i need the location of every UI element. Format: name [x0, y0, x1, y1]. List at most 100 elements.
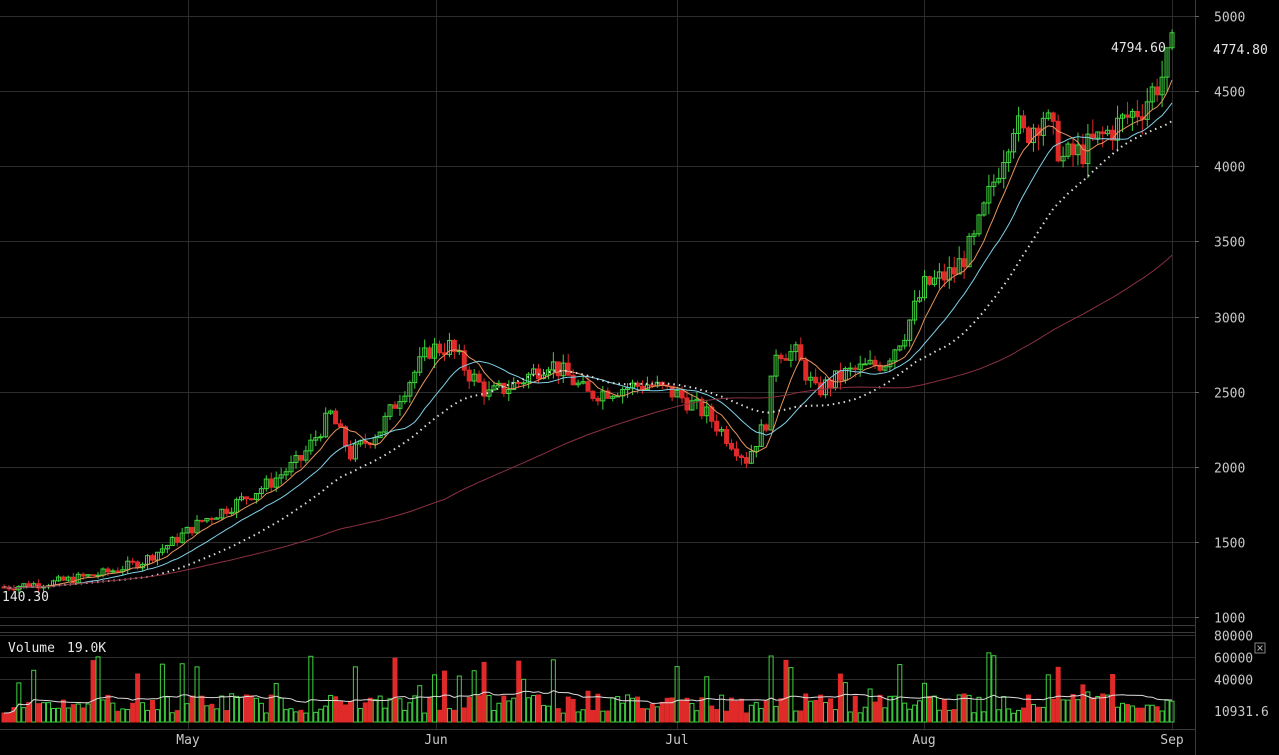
volume-bar	[1021, 707, 1027, 723]
volume-bar	[115, 710, 121, 723]
volume-bar	[1050, 698, 1056, 723]
candle-body	[758, 424, 764, 447]
candle-body	[1040, 117, 1046, 136]
volume-bar	[1090, 697, 1096, 723]
candle-body	[699, 398, 705, 417]
candle-body	[1134, 110, 1140, 118]
volume-bar	[971, 712, 977, 723]
volume-bar	[125, 708, 131, 723]
volume-bar	[590, 709, 596, 723]
volume-bar	[729, 697, 735, 723]
low-price-label: 140.30	[2, 590, 49, 605]
volume-bar	[1011, 712, 1017, 723]
ma-line-long	[3, 254, 1173, 590]
candle-body	[783, 358, 789, 361]
volume-bar	[169, 712, 175, 723]
candle-body	[531, 368, 537, 375]
volume-bar	[1159, 710, 1165, 723]
volume-bar	[140, 702, 146, 723]
candle-body	[526, 373, 532, 384]
volume-bar	[565, 696, 571, 723]
candle-body	[580, 381, 586, 384]
volume-bar	[570, 698, 576, 723]
volume-bar	[808, 700, 814, 723]
volume-bar	[773, 705, 779, 723]
price-panel[interactable]: 5000 4500 4000 3500 3000 2500 2000 1500 1000 May J…	[0, 0, 1245, 755]
ma-line-short	[3, 79, 1173, 590]
candle-body	[714, 420, 720, 432]
candle-body	[229, 511, 235, 514]
candle-body	[1045, 112, 1051, 119]
candle-body	[555, 361, 561, 377]
volume-bar	[219, 695, 225, 723]
candle-body	[392, 404, 398, 409]
ma-line-dotted	[3, 120, 1173, 590]
candle-body	[1149, 86, 1155, 103]
volume-bar	[55, 707, 61, 723]
volume-bar	[892, 695, 898, 723]
volume-bar	[16, 682, 22, 723]
candle-body	[278, 474, 284, 479]
candle-body	[1085, 133, 1091, 165]
volume-bar	[273, 683, 279, 723]
candle-body	[352, 443, 358, 460]
candle-body	[986, 185, 992, 204]
volume-bar	[1016, 709, 1022, 723]
volume-bar	[387, 698, 393, 723]
volume-bar	[377, 695, 383, 723]
candle-body	[169, 536, 175, 546]
volume-bar	[145, 709, 151, 723]
candle-body	[922, 276, 928, 299]
volume-bar	[60, 699, 66, 723]
price-tick-label: 1500	[1214, 537, 1245, 552]
volume-bar	[427, 696, 433, 723]
candle-body	[219, 508, 225, 519]
volume-bar	[798, 710, 804, 723]
volume-bar	[753, 702, 759, 723]
candle-body	[1124, 114, 1130, 118]
volume-bar	[70, 704, 76, 723]
volume-bar	[872, 701, 878, 723]
candle-body	[729, 442, 735, 450]
volume-bar	[278, 697, 284, 723]
volume-bar	[120, 708, 126, 723]
candle-body	[778, 354, 784, 360]
candle-body	[432, 343, 438, 359]
volume-bar	[818, 694, 824, 723]
volume-bar	[842, 682, 848, 723]
volume-bar	[1105, 694, 1111, 723]
candle-body	[971, 233, 977, 237]
volume-bar	[248, 695, 254, 723]
volume-bar	[511, 697, 517, 723]
volume-bar	[1115, 706, 1121, 723]
volume-bar	[239, 696, 245, 723]
candle-body	[768, 375, 774, 431]
volume-tick-label: 80000	[1214, 630, 1253, 645]
volume-bar	[763, 700, 769, 723]
volume-bar	[976, 696, 982, 723]
volume-bar	[417, 685, 423, 723]
volume-bar	[951, 709, 957, 723]
close-icon[interactable]	[1254, 642, 1266, 654]
volume-bar	[110, 702, 116, 723]
volume-bar	[991, 655, 997, 723]
candle-body	[941, 271, 947, 281]
candle-body	[1164, 47, 1170, 78]
volume-bar	[788, 667, 794, 723]
candle-body	[65, 576, 71, 581]
volume-bar	[397, 698, 403, 723]
volume-bar	[1070, 694, 1076, 723]
volume-bar	[659, 701, 665, 723]
candle-body	[867, 359, 873, 365]
candle-body	[60, 576, 66, 581]
price-tick-label: 3000	[1214, 312, 1245, 327]
candle-body	[224, 508, 230, 514]
volume-bar	[308, 655, 314, 723]
volume-bar	[402, 709, 408, 723]
candle-body	[283, 471, 289, 476]
volume-panel[interactable]: 80000 60000 40000	[0, 630, 1253, 723]
candle-body	[966, 235, 972, 268]
volume-bar	[362, 702, 368, 723]
candle-body	[1060, 155, 1066, 162]
volume-bar	[926, 695, 932, 723]
